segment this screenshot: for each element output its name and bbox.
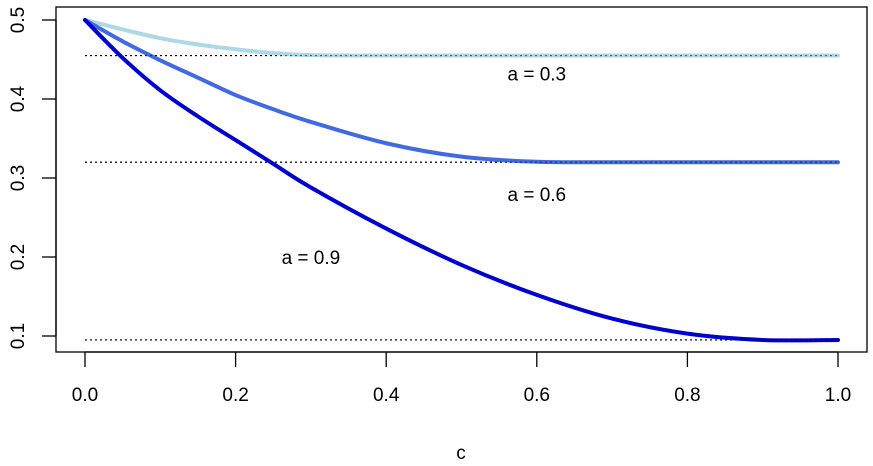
x-tick-label: 0.6 <box>524 385 550 406</box>
x-tick-label: 0.0 <box>72 385 98 406</box>
y-axis: 0.1 0.2 0.3 0.4 0.5 <box>8 7 57 349</box>
x-axis-title: c <box>456 443 466 464</box>
plot-frame <box>55 6 868 353</box>
series-line <box>83 18 840 343</box>
y-tick-label: 0.1 <box>8 323 29 349</box>
x-axis: 0.0 0.2 0.4 0.6 0.8 1.0 <box>72 351 851 406</box>
reference-lines <box>85 54 838 341</box>
series-line <box>83 18 840 58</box>
y-tick-label: 0.4 <box>8 85 29 112</box>
series-annotation: a = 0.3 <box>507 65 566 86</box>
series-lines <box>83 18 840 343</box>
y-tick-label: 0.5 <box>8 7 29 33</box>
series-annotation: a = 0.6 <box>507 185 566 206</box>
series-line <box>83 18 840 165</box>
x-tick-label: 0.4 <box>373 385 400 406</box>
y-tick-label: 0.3 <box>8 165 29 191</box>
x-tick-label: 1.0 <box>825 385 851 406</box>
x-tick-label: 0.2 <box>222 385 248 406</box>
x-tick-label: 0.8 <box>674 385 700 406</box>
y-tick-label: 0.2 <box>8 244 29 270</box>
annotations: a = 0.3 a = 0.6 a = 0.9 <box>282 65 567 269</box>
series-annotation: a = 0.9 <box>282 248 341 269</box>
